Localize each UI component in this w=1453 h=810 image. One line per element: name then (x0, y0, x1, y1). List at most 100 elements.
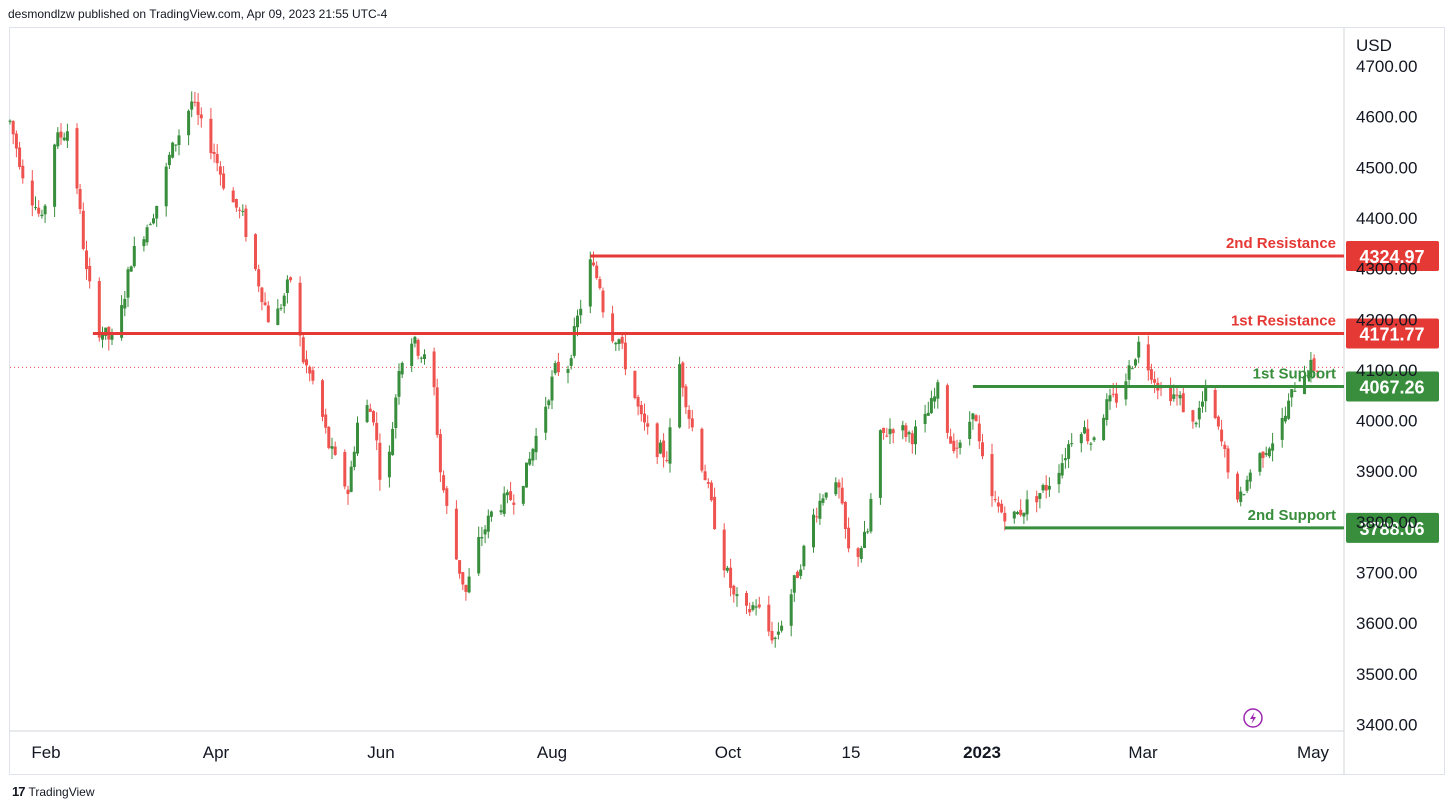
candle-body (43, 205, 47, 215)
candle-body (53, 144, 57, 207)
candle-body (1134, 359, 1137, 366)
candle-body (1146, 344, 1150, 371)
candle-body (502, 493, 506, 514)
x-tick-label: Jun (367, 743, 394, 762)
x-tick-label: 2023 (963, 743, 1001, 762)
candle-body (123, 298, 127, 309)
candle-body (499, 510, 503, 513)
lightning-icon[interactable] (1243, 708, 1263, 728)
candle-body (1312, 358, 1316, 371)
price-axis: 4700.00 4600.00 4500.00 4400.00 4300.00 4200.… (1356, 57, 1417, 734)
candle-body (199, 114, 203, 119)
candle-body (592, 262, 595, 266)
candle-body (1175, 394, 1179, 396)
candle-body (1070, 443, 1074, 445)
candle-body (1108, 395, 1112, 402)
tradingview-logo-icon[interactable]: 17 (12, 784, 26, 799)
candle-body (1245, 479, 1249, 491)
candle-body (1102, 417, 1106, 441)
candle-body (419, 357, 423, 359)
candle-body (665, 460, 669, 462)
candle-body (1130, 368, 1134, 370)
candle-body (509, 491, 513, 500)
candle-body (789, 594, 793, 626)
candle-body (958, 442, 962, 448)
candle-body (1306, 375, 1310, 377)
candle-body (110, 335, 114, 340)
candle-body (142, 239, 146, 247)
y-tick-label: 3700.00 (1356, 564, 1417, 583)
candle-body (349, 466, 353, 492)
candle-body (1290, 389, 1294, 398)
candle-body (993, 499, 997, 501)
candle-body (888, 428, 892, 435)
candles (8, 91, 1319, 648)
level-price-label: 4171.77 (1359, 325, 1424, 345)
candle-body (397, 371, 401, 397)
candle-body (588, 259, 592, 307)
candle-body (1149, 369, 1153, 380)
candle-body (553, 363, 557, 374)
candle-body (595, 265, 599, 279)
y-tick-label: 4500.00 (1356, 158, 1417, 177)
candle-body (834, 482, 838, 495)
candle-body (432, 351, 436, 388)
x-tick-label: Oct (715, 743, 742, 762)
candle-body (655, 423, 659, 457)
candle-body (1089, 443, 1093, 445)
level-price-box (1346, 512, 1439, 543)
candle-body (773, 637, 777, 639)
candle-body (1003, 512, 1007, 522)
level-price-label: 4067.26 (1359, 378, 1424, 398)
level-lines: 2nd Resistance 4324.97 1st Resistance 4171.… (92, 235, 1439, 543)
candle-body (1283, 415, 1287, 422)
candle-body (209, 118, 213, 154)
candle-body (1016, 512, 1019, 515)
candle-body (923, 413, 927, 424)
candle-body (952, 440, 956, 452)
candle-body (792, 575, 796, 593)
candle-body (1067, 444, 1071, 459)
x-tick-label: Apr (203, 743, 230, 762)
level-price-box (1346, 318, 1439, 349)
candle-body (266, 305, 270, 323)
candle-body (840, 487, 844, 504)
chart-frame[interactable] (9, 27, 1445, 775)
candle-body (391, 428, 395, 456)
candle-body (700, 428, 704, 471)
candle-body (662, 440, 666, 458)
y-tick-label: 4300.00 (1356, 260, 1417, 279)
brand-name[interactable]: TradingView (28, 784, 95, 799)
candle-body (856, 548, 860, 557)
candle-body (1204, 387, 1208, 402)
y-tick-label: 4400.00 (1356, 209, 1417, 228)
candle-body (751, 605, 755, 610)
candle-body (81, 210, 85, 249)
candle-body (936, 382, 940, 399)
candle-body (321, 380, 324, 417)
candle-body (65, 131, 69, 141)
candle-body (1083, 427, 1086, 434)
x-tick-label: Feb (31, 743, 60, 762)
candle-body (346, 489, 350, 494)
x-tick-label: Aug (537, 743, 567, 762)
candle-body (885, 435, 889, 437)
candle-body (152, 218, 155, 224)
candle-body (416, 339, 420, 356)
candle-body (387, 451, 391, 478)
candle-body (254, 234, 257, 270)
candle-body (767, 604, 771, 632)
candle-body (1022, 512, 1026, 517)
candle-body (435, 387, 439, 435)
candle-body (1178, 395, 1182, 399)
candle-body (512, 502, 516, 505)
candle-body (1012, 511, 1016, 519)
candle-body (301, 337, 305, 363)
candle-body (279, 307, 283, 309)
candle-body (423, 354, 426, 359)
candle-body (1079, 434, 1083, 444)
candle-body (904, 425, 908, 437)
candle-body (1239, 491, 1243, 502)
candle-body (968, 421, 972, 439)
